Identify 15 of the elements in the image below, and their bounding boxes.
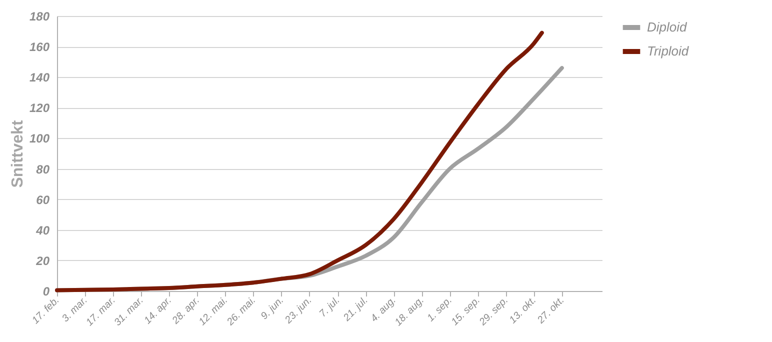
y-tick-label: 180 xyxy=(29,10,50,24)
y-tick-label: 20 xyxy=(35,254,50,268)
x-tick-label: 26. mai. xyxy=(224,294,258,329)
y-tick-label: 60 xyxy=(36,192,50,207)
y-tick-label: 40 xyxy=(35,223,50,238)
x-tick-label: 21. jul. xyxy=(340,294,370,324)
legend-label: Triploid xyxy=(647,44,690,58)
legend-label: Diploid xyxy=(647,20,688,34)
y-tick-label: 160 xyxy=(29,40,50,54)
y-axis-title: Snittvekt xyxy=(9,120,26,188)
y-tick-label: 100 xyxy=(29,132,50,146)
y-tick-label: 120 xyxy=(29,101,50,116)
x-tick-label: 7. jul. xyxy=(318,294,342,320)
y-tick-label: 140 xyxy=(29,70,50,85)
y-tick-label: 80 xyxy=(36,162,50,176)
